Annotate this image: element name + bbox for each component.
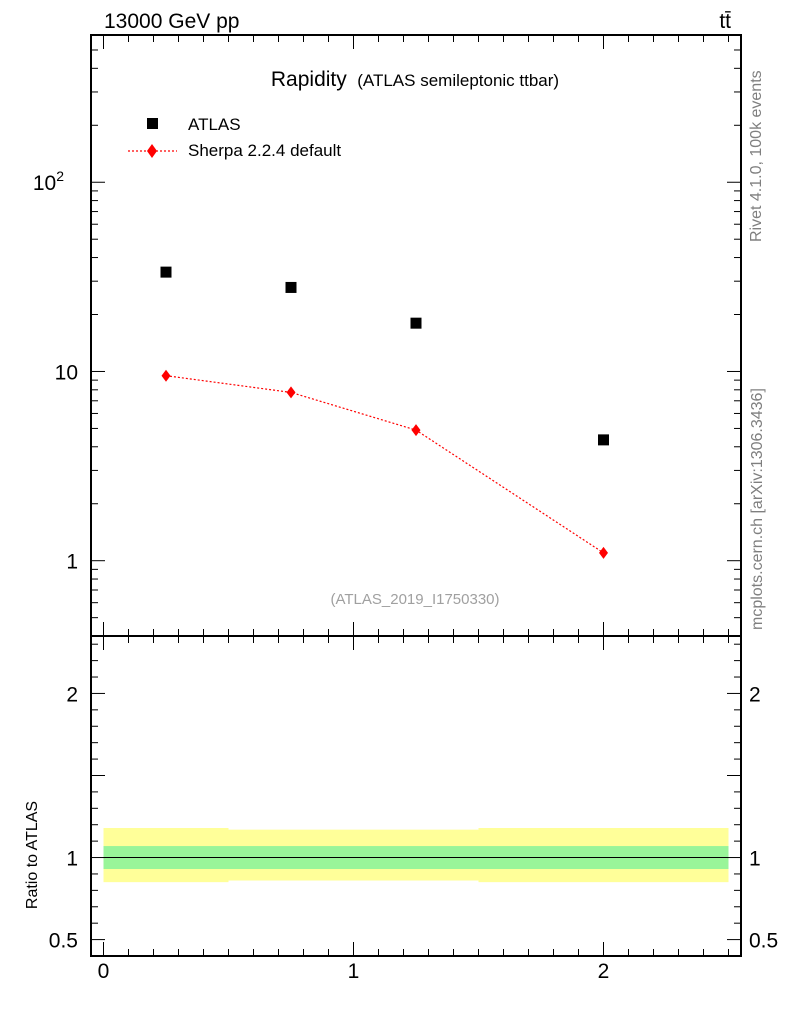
rivet-version-label: Rivet 4.1.0, 100k events xyxy=(748,70,765,242)
x-tick-label: 0 xyxy=(98,960,110,983)
y-tick-label: 102 xyxy=(33,168,64,195)
sherpa-point xyxy=(599,546,608,559)
x-tick-label: 2 xyxy=(598,960,610,983)
legend-atlas-marker xyxy=(147,118,158,129)
y-tick-label: 1 xyxy=(66,551,78,574)
sherpa-point xyxy=(286,386,296,399)
x-tick-label: 1 xyxy=(348,960,360,983)
ratio-y-tick-label: 2 xyxy=(66,683,78,706)
analysis-reference: (ATLAS_2019_I1750330) xyxy=(330,591,499,608)
sherpa-point xyxy=(161,369,171,382)
chart-subtitle: (ATLAS semileptonic ttbar) xyxy=(357,71,559,90)
ratio-axis-ticks: 0 1 2 0.5 0.5 1 1 2 2 xyxy=(49,636,778,983)
main-axis-ticks: 1 10 102 xyxy=(33,34,741,637)
energy-label: 13000 GeV pp xyxy=(104,10,239,33)
data-series xyxy=(160,266,609,559)
process-label: tt̄ xyxy=(719,10,731,33)
ratio-y-tick-label: 1 xyxy=(66,848,78,871)
ratio-frame-border xyxy=(90,635,742,957)
legend-atlas-label: ATLAS xyxy=(188,115,241,134)
ratio-y-tick-label: 0.5 xyxy=(49,930,78,953)
atlas-point xyxy=(598,434,609,446)
ratio-y-axis-label: Ratio to ATLAS xyxy=(24,801,41,909)
atlas-point xyxy=(410,317,422,329)
sherpa-line xyxy=(165,375,604,554)
legend-sherpa-label: Sherpa 2.2.4 default xyxy=(188,141,341,160)
legend: ATLAS Sherpa 2.2.4 default xyxy=(128,115,341,160)
sherpa-point xyxy=(411,424,421,437)
y-tick-label: 10 xyxy=(55,361,78,384)
ratio-plot-frame xyxy=(90,635,742,957)
ratio-uncertainty-bands xyxy=(103,828,729,883)
atlas-point xyxy=(285,281,297,293)
ratio-y-tick-label-right: 2 xyxy=(749,683,761,706)
legend-sherpa-marker xyxy=(147,144,157,158)
ratio-y-tick-label-right: 1 xyxy=(749,848,761,871)
atlas-point xyxy=(160,266,172,278)
mcplots-label: mcplots.cern.ch [arXiv:1306.3436] xyxy=(749,388,766,630)
chart-title: Rapidity xyxy=(271,68,347,91)
ratio-y-tick-label-right: 0.5 xyxy=(749,930,778,953)
chart-title-group: Rapidity (ATLAS semileptonic ttbar) xyxy=(271,68,559,91)
